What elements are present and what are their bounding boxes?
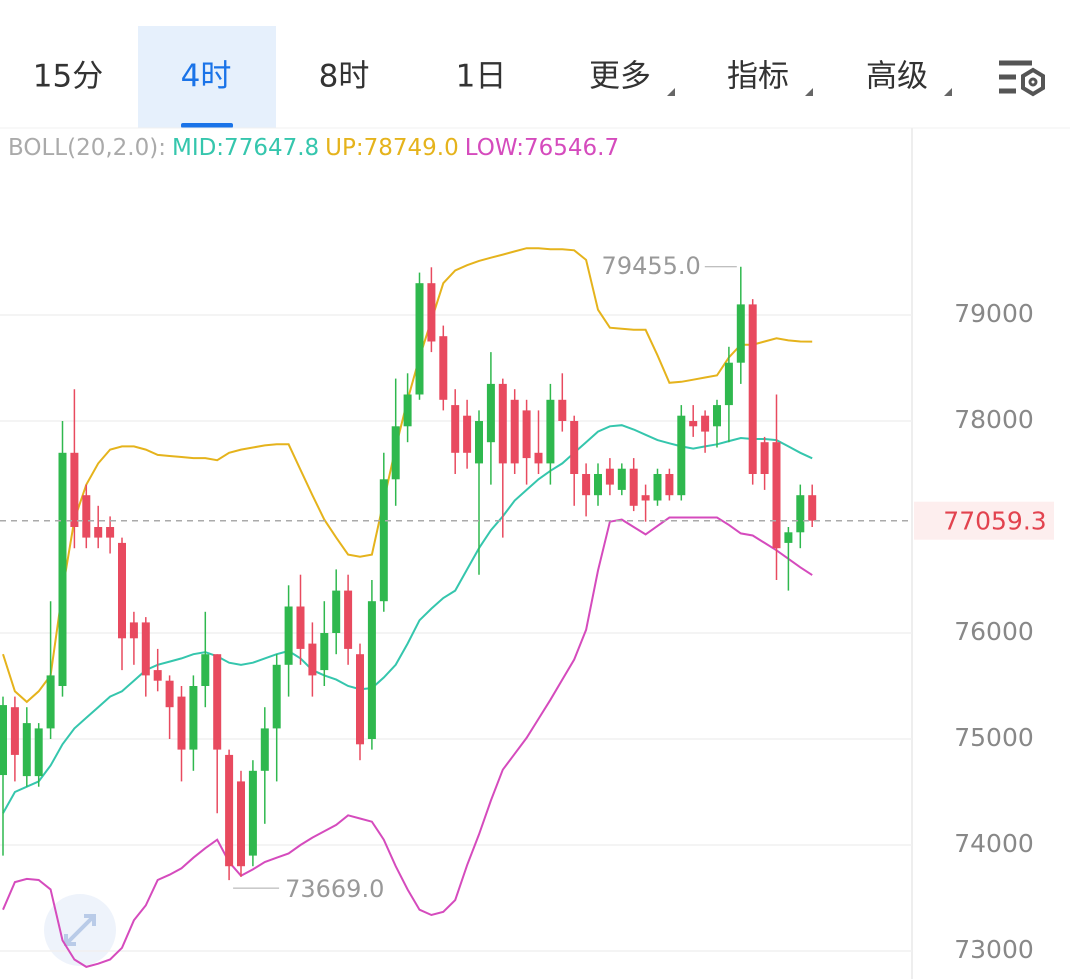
- tab[interactable]: 指标: [727, 59, 789, 95]
- last-price-label: 77059.3: [943, 507, 1046, 536]
- candle-body: [689, 420, 698, 427]
- zoom-icon[interactable]: [44, 894, 116, 966]
- min-label: 73669.0: [285, 875, 384, 903]
- last-price-bg: [914, 501, 1054, 540]
- candle-body: [677, 415, 686, 496]
- candle-body: [522, 410, 531, 459]
- candle-body: [82, 495, 91, 538]
- candle-body: [22, 723, 31, 777]
- candle-body: [34, 728, 43, 777]
- candle-body: [237, 781, 245, 867]
- candle-body: [403, 394, 412, 427]
- candle-body: [558, 399, 567, 421]
- candle-body: [736, 304, 745, 363]
- candle-body: [46, 675, 55, 729]
- candle-body: [617, 468, 626, 490]
- tab[interactable]: 15分: [33, 59, 103, 95]
- candle-body: [272, 664, 281, 729]
- tab[interactable]: 4时: [181, 59, 232, 95]
- y-tick-label: 78000: [954, 405, 1034, 434]
- candle-body: [189, 686, 198, 750]
- y-tick-label: 76000: [954, 617, 1034, 646]
- candle-body: [641, 495, 650, 501]
- candle-body: [225, 754, 234, 867]
- candle-body: [356, 654, 364, 745]
- candle-body: [796, 495, 805, 533]
- candle-body: [201, 654, 210, 687]
- candle-body: [546, 399, 555, 464]
- dropdown-arrows: [667, 88, 952, 96]
- candle-body: [94, 526, 103, 538]
- tab[interactable]: 更多: [589, 59, 651, 95]
- tab[interactable]: 高级: [866, 59, 928, 95]
- candle-body: [653, 473, 662, 501]
- band-legend: LOW:76546.7: [465, 135, 619, 161]
- candle-body: [463, 415, 472, 453]
- y-tick-label: 73000: [954, 935, 1034, 964]
- candle-body: [772, 442, 781, 549]
- y-tick-label: 79000: [954, 299, 1034, 328]
- candle-body: [713, 405, 721, 427]
- tab[interactable]: 1日: [456, 59, 507, 95]
- candle-body: [213, 654, 222, 750]
- candle-body: [177, 696, 186, 750]
- candle-body: [724, 362, 733, 406]
- candle-body: [10, 707, 19, 755]
- tab-indicator: [181, 123, 233, 128]
- candle-body: [415, 283, 424, 395]
- candle-body: [439, 336, 448, 400]
- y-tick-label: 74000: [954, 829, 1034, 858]
- band-legend: MID:77647.8: [172, 135, 319, 161]
- candle-body: [367, 601, 376, 740]
- candle-body: [629, 468, 638, 506]
- candle-body: [118, 542, 126, 639]
- candle-body: [320, 633, 329, 671]
- candle-body: [141, 622, 150, 676]
- indicator-name: BOLL(20,2.0):: [8, 135, 166, 161]
- max-label: 79455.0: [602, 252, 701, 280]
- candle-body: [284, 606, 293, 665]
- indicator-legend: BOLL(20,2.0): MID:77647.8 UP:78749.0 LOW:76…: [8, 135, 619, 161]
- candle-body: [153, 670, 162, 681]
- candle-body: [486, 383, 495, 443]
- candle-body: [475, 420, 483, 464]
- candle-body: [58, 452, 67, 687]
- selected-tab-bg: [138, 26, 276, 128]
- candle-body: [165, 680, 174, 708]
- candle-body: [296, 606, 305, 649]
- band-legend: UP:78749.0: [325, 135, 459, 161]
- candle-body: [260, 728, 269, 771]
- candle-body: [0, 705, 7, 776]
- candle-body: [510, 399, 519, 464]
- candle-body: [379, 479, 388, 602]
- y-tick-label: 75000: [954, 723, 1034, 752]
- candle-body: [784, 532, 793, 543]
- candle-body: [701, 415, 710, 432]
- candle-body: [534, 452, 543, 464]
- candle-body: [391, 426, 400, 480]
- candle-body: [594, 473, 602, 496]
- candle-body: [451, 405, 460, 453]
- candle-body: [570, 420, 579, 474]
- candle-body: [748, 304, 757, 474]
- candle-body: [332, 590, 341, 634]
- settings-icon[interactable]: [999, 60, 1045, 97]
- tab[interactable]: 8时: [319, 59, 370, 95]
- candle-body: [582, 473, 591, 496]
- candle-body: [344, 590, 353, 649]
- candle-body: [665, 473, 674, 496]
- candle-body: [308, 643, 317, 676]
- candle-body: [70, 452, 79, 527]
- candle-body: [808, 495, 817, 521]
- candle-body: [129, 622, 138, 639]
- candle-body: [498, 383, 507, 464]
- candle-body: [427, 283, 436, 342]
- candle-body: [248, 770, 257, 856]
- candle-body: [605, 468, 614, 485]
- candle-body: [760, 442, 769, 474]
- boll-line: [2, 516, 813, 968]
- candle-body: [106, 526, 115, 538]
